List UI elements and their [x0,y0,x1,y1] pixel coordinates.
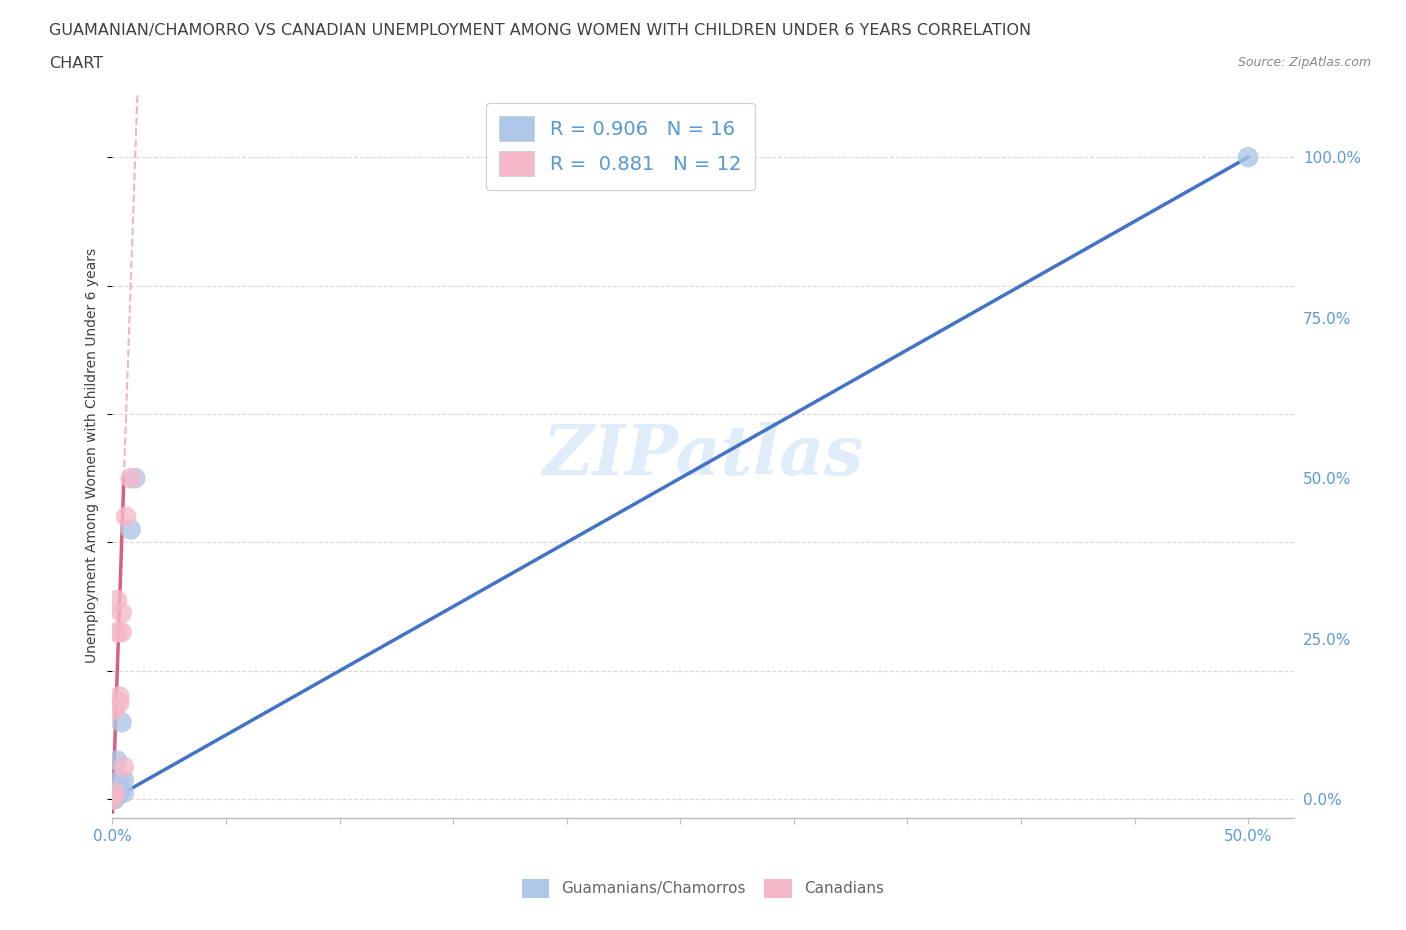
Point [105,753,128,768]
Point [104,791,127,806]
Text: CHART: CHART [49,56,103,71]
Point [104,702,127,717]
Text: Source: ZipAtlas.com: Source: ZipAtlas.com [1237,56,1371,69]
Point [108,785,131,800]
Point [110,625,132,640]
Point [101,791,124,806]
Point [112,760,135,775]
Legend: Guamanians/Chamorros, Canadians: Guamanians/Chamorros, Canadians [516,873,890,904]
Point [101,789,124,804]
Point [104,785,127,800]
Point [105,592,128,607]
Point [101,791,124,806]
Point [110,605,132,620]
Text: GUAMANIAN/CHAMORRO VS CANADIAN UNEMPLOYMENT AMONG WOMEN WITH CHILDREN UNDER 6 YE: GUAMANIAN/CHAMORRO VS CANADIAN UNEMPLOYM… [49,23,1032,38]
Point [105,785,128,800]
Legend: R = 0.906   N = 16, R =  0.881   N = 12: R = 0.906 N = 16, R = 0.881 N = 12 [485,102,755,190]
Point [110,714,132,729]
Y-axis label: Unemployment Among Women with Children Under 6 years: Unemployment Among Women with Children U… [86,248,100,663]
Point [105,789,128,804]
Text: ZIPatlas: ZIPatlas [543,422,863,489]
Point [108,689,131,704]
Point [120,471,142,485]
Point [112,785,135,800]
Point [115,510,138,525]
Point [1237,150,1260,165]
Point [104,789,127,804]
Point [112,773,135,788]
Point [120,522,142,537]
Point [104,785,127,800]
Point [105,625,128,640]
Point [124,471,146,485]
Point [108,773,131,788]
Point [108,696,131,711]
